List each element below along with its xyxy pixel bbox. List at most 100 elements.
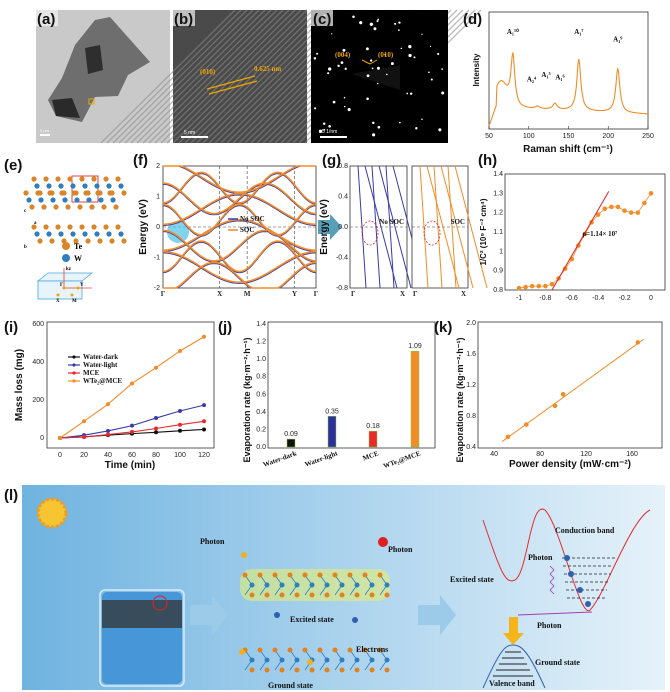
w-atom	[70, 183, 76, 189]
data-line	[518, 193, 652, 289]
data-point	[154, 426, 158, 431]
data-point	[635, 210, 641, 215]
te-atom	[324, 592, 330, 598]
w-atom	[74, 197, 80, 203]
y-tick-label: 1	[499, 248, 503, 255]
data-point	[178, 409, 182, 414]
te-atom	[53, 204, 59, 210]
glow	[240, 569, 390, 601]
lattice-fringe	[137, 10, 271, 143]
photon-label-4: Photon	[537, 621, 562, 630]
w-atom	[118, 183, 124, 189]
diffraction-spot	[408, 53, 412, 58]
te-atom	[309, 667, 315, 673]
y-tick-label: 0.4	[338, 194, 348, 201]
legend-label: Water-dark	[83, 353, 118, 361]
te-atom	[369, 667, 375, 673]
lattice-fringe	[131, 10, 265, 143]
y-tick-label: 1.4	[493, 171, 503, 178]
series-line	[59, 336, 205, 439]
te-atom	[65, 204, 71, 210]
y-tick-label: 1.2	[466, 382, 476, 389]
w-atom	[106, 231, 112, 237]
te-atom	[332, 647, 338, 653]
data-point	[529, 283, 535, 289]
te-legend-icon	[62, 242, 70, 250]
w-atom	[50, 197, 56, 203]
legend-marker	[72, 379, 76, 383]
w-atom	[94, 183, 100, 189]
te-atom	[257, 647, 263, 653]
te-atom	[113, 204, 119, 210]
arrow-icon	[190, 595, 228, 635]
y-axis-label-j: Evaporation rate (kg·m⁻²·h⁻¹)	[242, 337, 252, 462]
band-line	[447, 165, 457, 289]
te-atom	[101, 204, 107, 210]
diffraction-spot	[438, 128, 442, 132]
panel-g-band-zoom: (g) Energy (eV) 0.8 0.4 0.0 -0.4 -0.8 No SOC Γ…	[318, 152, 488, 298]
wte2-excited-layer	[240, 569, 390, 601]
panel-label-j: (j)	[218, 319, 232, 336]
electron-icon	[568, 571, 574, 577]
x-tick-label: 60	[128, 452, 136, 459]
band-line	[378, 165, 412, 289]
bar	[368, 430, 378, 448]
legend-marker	[72, 363, 76, 367]
y-tick-label: 400	[32, 359, 44, 366]
te-atom	[35, 190, 41, 196]
te-atom	[362, 572, 368, 578]
band-line	[162, 252, 317, 284]
te-atom	[249, 667, 255, 673]
highlight-ellipse	[361, 220, 379, 246]
panel-l-mechanism-schematic: (l) Photon Photon Excited state Electron…	[4, 485, 665, 690]
legend-marker	[72, 355, 76, 359]
w-atom	[384, 582, 390, 588]
band-line	[162, 171, 317, 204]
lattice-fringe	[191, 10, 325, 143]
y-tick-label: 1.3	[493, 190, 503, 197]
w-atom	[26, 197, 32, 203]
conduction-band-label: Conduction band	[555, 526, 615, 535]
data-point	[602, 206, 608, 212]
diffraction-spot	[437, 52, 440, 56]
w-atom	[86, 197, 92, 203]
w-atom	[118, 231, 124, 237]
w-atom	[98, 197, 104, 203]
scale-bar-c: 5 1/nm	[322, 129, 337, 135]
te-atom	[97, 238, 103, 244]
te-atom	[324, 667, 330, 673]
lattice-fringe	[197, 10, 331, 143]
diffraction-spot	[413, 56, 416, 59]
y-axis-label-g: Energy (eV)	[319, 199, 330, 255]
data-point	[202, 334, 206, 339]
y-tick-label: 1.2	[256, 339, 266, 346]
te-atom	[67, 176, 73, 182]
plane-label-004: (004)	[335, 51, 351, 59]
panel-d-raman-chart: (d) Raman shift (cm⁻¹) Intensity 50 100 15…	[463, 11, 654, 155]
data-point	[505, 434, 511, 440]
diffraction-spot	[371, 67, 374, 70]
x-tick-label: 80	[152, 452, 160, 459]
data-point	[202, 419, 206, 424]
fit-line	[501, 338, 644, 442]
fit-line	[551, 191, 610, 291]
diffraction-spot	[323, 128, 326, 131]
te-atom	[279, 667, 285, 673]
arrow-icon	[318, 214, 342, 240]
x-tick-label: 150	[563, 133, 575, 140]
te-atom	[347, 572, 353, 578]
x-tick-label: 100	[523, 133, 535, 140]
te-atom	[55, 176, 61, 182]
panel-label-a: (a)	[37, 11, 55, 28]
panel-label-f: (f)	[133, 152, 148, 169]
data-point	[130, 429, 134, 434]
y-tick-label: -0.8	[336, 285, 348, 292]
category-label: WTe₂@MCE	[382, 449, 422, 470]
diffraction-spot	[328, 67, 332, 71]
te-atom	[61, 238, 67, 244]
kpoint-m: M	[72, 299, 77, 304]
ground-state-label-2: Ground state	[535, 658, 580, 667]
te-atom	[89, 204, 95, 210]
y-tick-label: 0	[40, 435, 44, 442]
